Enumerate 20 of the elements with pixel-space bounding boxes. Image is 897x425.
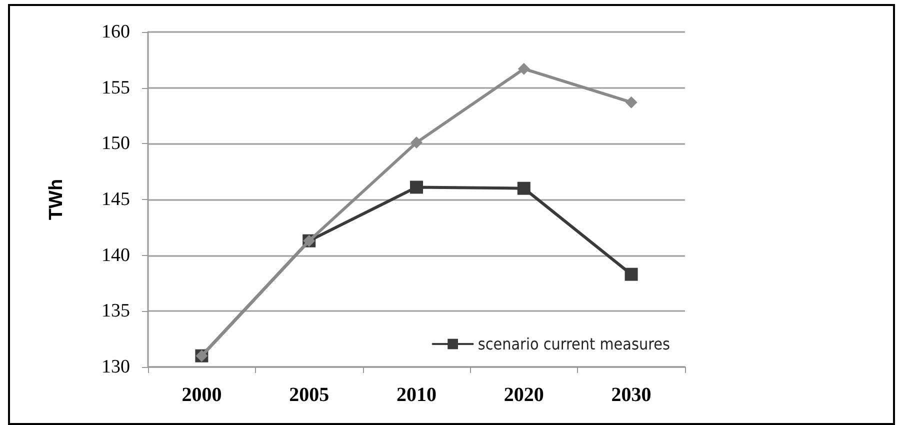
- point: [518, 62, 530, 75]
- y-tick-label: 130: [102, 356, 130, 378]
- point: [410, 136, 422, 149]
- x-tick-label: 2010: [396, 384, 436, 406]
- y-axis-title: TWh: [46, 178, 67, 220]
- x-tick-label: 2020: [504, 384, 544, 406]
- legend-label: scenario current measures: [478, 334, 670, 354]
- x-tick-label: 2000: [182, 384, 222, 406]
- y-tick-label: 150: [102, 133, 130, 154]
- point: [410, 180, 423, 194]
- y-tick-label: 155: [102, 77, 130, 98]
- y-tick-label: 145: [102, 189, 130, 210]
- y-tick-label: 135: [102, 300, 130, 322]
- x-tick-label: 2005: [289, 384, 330, 406]
- point: [517, 182, 530, 195]
- point: [625, 96, 638, 108]
- x-tick-label: 2030: [611, 384, 652, 406]
- y-tick-label: 140: [102, 244, 130, 266]
- y-tick-label: 160: [102, 22, 130, 42]
- point: [624, 268, 638, 281]
